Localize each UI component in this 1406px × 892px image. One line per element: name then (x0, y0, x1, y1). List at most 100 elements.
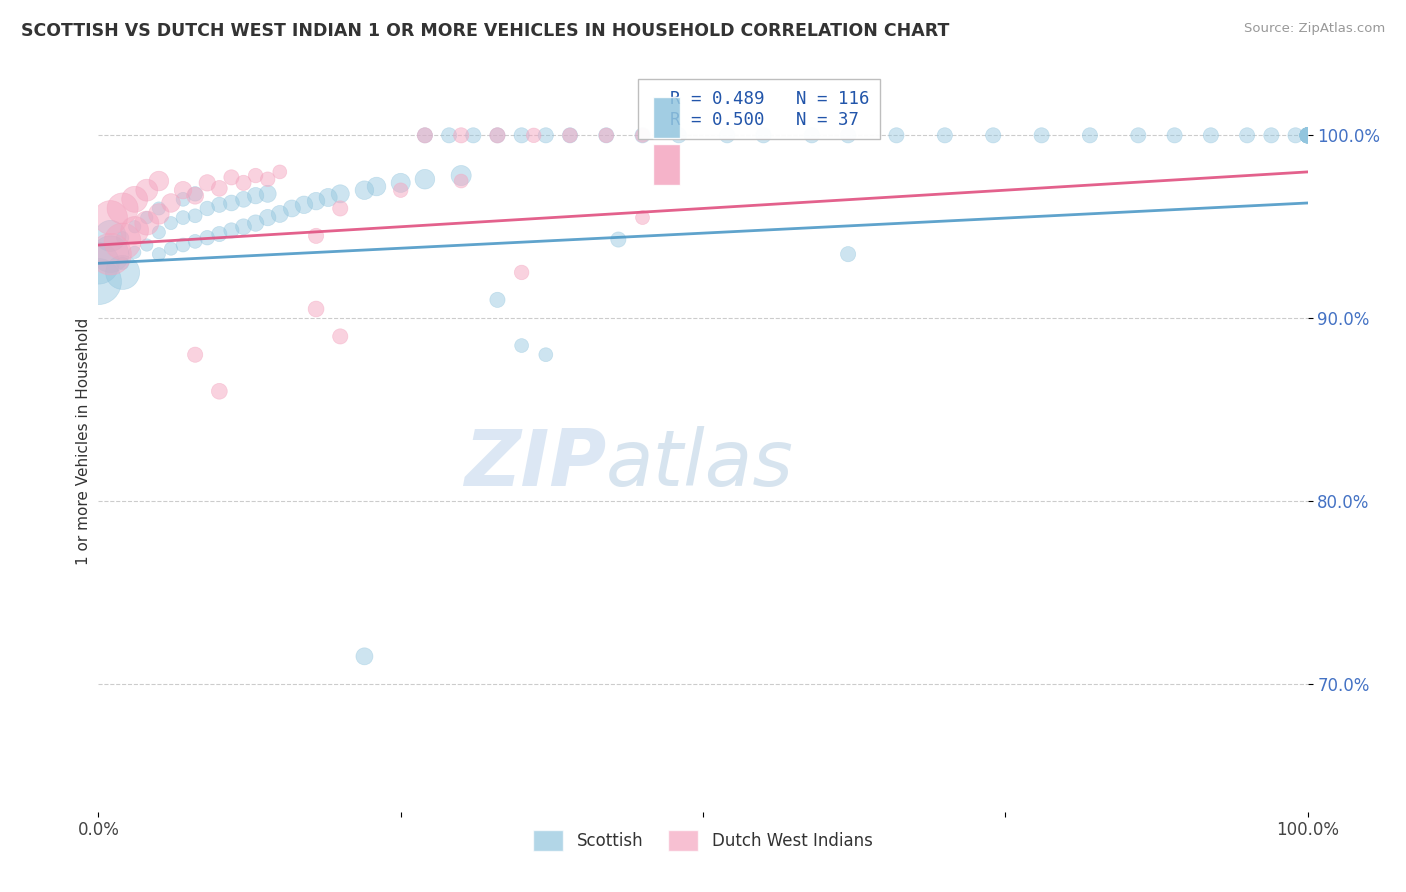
Point (172, 183, 194, 197)
Point (160, 242, 183, 256)
Point (1296, 128, 1319, 143)
Point (752, 128, 775, 143)
Point (124, 223, 146, 237)
Point (800, 128, 823, 143)
Point (523, 128, 546, 143)
Point (353, 649, 375, 664)
Point (934, 128, 956, 143)
Text: ZIP: ZIP (464, 425, 606, 502)
Point (1078, 128, 1101, 143)
Text: atlas: atlas (606, 425, 794, 502)
Point (1260, 128, 1282, 143)
Point (208, 198, 231, 212)
Point (463, 128, 485, 143)
Point (510, 128, 533, 143)
Point (292, 198, 315, 212)
Point (305, 301, 328, 316)
Point (184, 188, 207, 202)
Point (305, 228, 328, 243)
Point (631, 128, 654, 143)
Point (232, 192, 254, 206)
Point (366, 179, 388, 194)
Point (232, 176, 254, 190)
Point (111, 265, 134, 279)
Point (87, 275, 110, 289)
Point (1296, 128, 1319, 143)
Point (486, 128, 509, 143)
Point (148, 207, 170, 221)
Point (1031, 128, 1053, 143)
Point (534, 348, 557, 362)
Text: SCOTTISH VS DUTCH WEST INDIAN 1 OR MORE VEHICLES IN HOUSEHOLD CORRELATION CHART: SCOTTISH VS DUTCH WEST INDIAN 1 OR MORE … (21, 22, 949, 40)
Point (172, 192, 194, 206)
Point (87, 256, 110, 270)
Point (269, 165, 291, 179)
Point (160, 196, 183, 211)
Point (1296, 128, 1319, 143)
Point (1296, 128, 1319, 143)
Point (221, 170, 243, 185)
Y-axis label: 1 or more Vehicles in Household: 1 or more Vehicles in Household (76, 318, 91, 566)
Point (981, 128, 1004, 143)
Point (329, 329, 352, 343)
Point (245, 169, 267, 183)
Point (221, 223, 243, 237)
Point (437, 128, 460, 143)
Point (1163, 128, 1185, 143)
Point (353, 183, 375, 197)
Point (221, 196, 243, 211)
Point (1296, 128, 1319, 143)
Point (245, 216, 267, 230)
Point (135, 238, 157, 252)
Point (389, 183, 412, 197)
Point (172, 238, 194, 252)
Point (111, 202, 134, 216)
Point (1296, 128, 1319, 143)
Point (269, 207, 291, 221)
Point (195, 230, 218, 244)
Point (1296, 128, 1319, 143)
Point (148, 225, 170, 239)
Point (195, 202, 218, 216)
Point (631, 128, 654, 143)
Point (607, 233, 630, 247)
Legend: Scottish, Dutch West Indians: Scottish, Dutch West Indians (524, 822, 882, 859)
Point (595, 128, 617, 143)
Point (486, 293, 509, 307)
Point (124, 245, 146, 260)
Point (1296, 128, 1319, 143)
Point (184, 186, 207, 201)
Point (450, 174, 472, 188)
Point (631, 211, 654, 225)
Text: Source: ZipAtlas.com: Source: ZipAtlas.com (1244, 22, 1385, 36)
Point (450, 169, 472, 183)
Point (208, 227, 231, 241)
Point (256, 172, 278, 186)
Point (329, 186, 352, 201)
Point (534, 128, 557, 143)
Point (1296, 128, 1319, 143)
Point (316, 190, 339, 204)
Point (100, 247, 122, 261)
Point (1296, 128, 1319, 143)
Point (450, 128, 472, 143)
Point (1296, 128, 1319, 143)
Point (111, 235, 134, 249)
FancyBboxPatch shape (654, 144, 681, 185)
Point (595, 128, 617, 143)
Point (148, 202, 170, 216)
Point (281, 202, 304, 216)
Point (111, 230, 134, 244)
Point (413, 128, 436, 143)
FancyBboxPatch shape (654, 97, 681, 138)
Point (413, 172, 436, 186)
Point (148, 174, 170, 188)
Point (716, 128, 738, 143)
Point (100, 247, 122, 261)
Point (184, 209, 207, 223)
Point (135, 216, 157, 230)
Point (305, 194, 328, 209)
Point (486, 128, 509, 143)
Point (1128, 128, 1150, 143)
Point (389, 176, 412, 190)
